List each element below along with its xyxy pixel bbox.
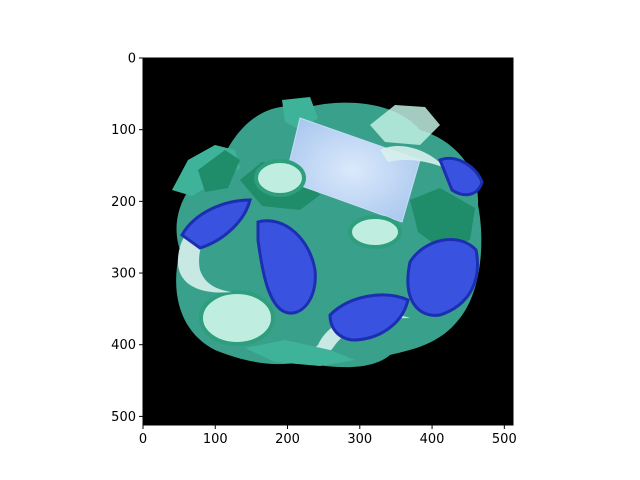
salad-image bbox=[172, 97, 484, 368]
y-tick-label: 300 bbox=[111, 267, 136, 282]
y-axis: 0 100 200 300 400 500 bbox=[111, 52, 143, 425]
tomato-wedge bbox=[180, 198, 252, 250]
x-tick-label: 400 bbox=[420, 432, 445, 447]
x-tick-label: 100 bbox=[203, 432, 228, 447]
x-axis: 0 100 200 300 400 500 bbox=[139, 425, 517, 447]
x-tick-label: 0 bbox=[139, 432, 147, 447]
axes-frame bbox=[142, 57, 514, 426]
y-tick-label: 0 bbox=[128, 52, 136, 67]
y-tick-label: 500 bbox=[111, 410, 136, 425]
lettuce-leaf bbox=[370, 105, 440, 145]
x-tick-label: 200 bbox=[275, 432, 300, 447]
x-tick-label: 500 bbox=[492, 432, 517, 447]
tomato-wedge bbox=[406, 238, 479, 317]
tomato-wedge bbox=[438, 157, 484, 197]
cucumber-slice bbox=[254, 159, 306, 197]
cucumber-slice bbox=[199, 290, 275, 346]
cucumber-slice bbox=[348, 215, 402, 249]
tomato-wedge bbox=[328, 293, 410, 342]
y-tick-label: 100 bbox=[111, 123, 136, 138]
lettuce-leaf bbox=[245, 340, 355, 366]
feta-cube bbox=[284, 117, 421, 223]
y-tick-label: 200 bbox=[111, 195, 136, 210]
x-tick-label: 300 bbox=[347, 432, 372, 447]
green-pepper bbox=[410, 188, 475, 248]
tomato-wedge bbox=[256, 219, 317, 315]
onion-ring bbox=[380, 146, 445, 168]
y-tick-label: 400 bbox=[111, 338, 136, 353]
green-pepper bbox=[198, 150, 240, 192]
